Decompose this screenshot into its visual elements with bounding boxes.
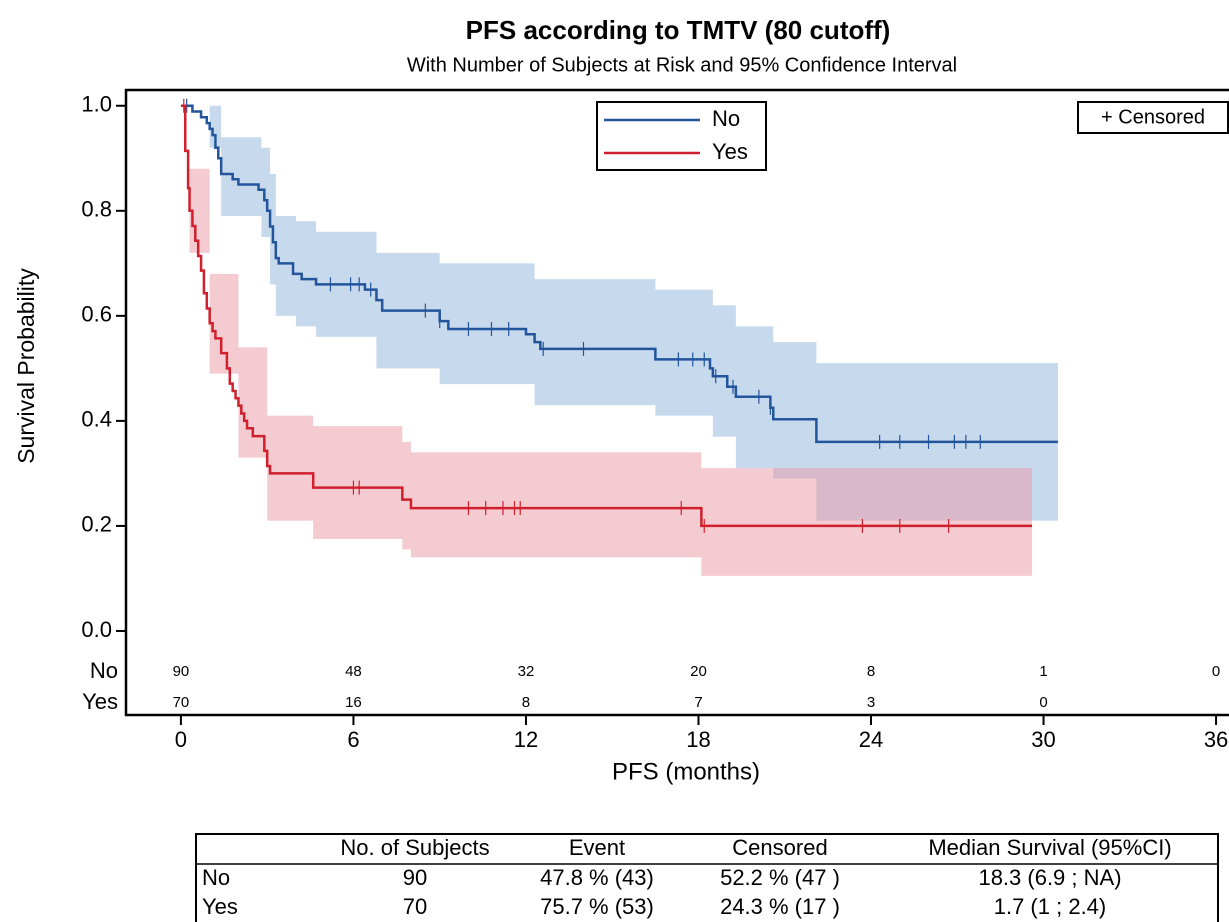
table-cell: 75.7 % (53) <box>540 894 654 919</box>
confidence-band <box>180 105 1033 576</box>
x-axis-label: PFS (months) <box>612 758 760 785</box>
table-cell: 90 <box>403 865 427 890</box>
x-tick-label: 12 <box>514 727 538 752</box>
table-cell: 18.3 (6.9 ; NA) <box>978 865 1121 890</box>
at-risk-count: 20 <box>690 663 707 680</box>
at-risk-count: 48 <box>345 663 362 680</box>
chart-title: PFS according to TMTV (80 cutoff) <box>466 15 891 45</box>
x-tick-label: 24 <box>859 727 883 752</box>
axis-frame <box>124 88 1229 717</box>
table-cell: No <box>202 865 230 890</box>
table-header: Median Survival (95%CI) <box>928 835 1171 860</box>
table-cell: 47.8 % (43) <box>540 865 654 890</box>
x-tick-label: 18 <box>686 727 710 752</box>
legend-label: No <box>712 106 740 131</box>
risk-group-label: Yes <box>82 689 118 714</box>
y-tick-label: 0.4 <box>81 407 112 432</box>
x-tick-label: 30 <box>1031 727 1055 752</box>
at-risk-count: 0 <box>1039 694 1047 711</box>
at-risk-count: 0 <box>1212 663 1220 680</box>
at-risk-count: 16 <box>345 694 362 711</box>
legend-label: Yes <box>712 139 748 164</box>
table-border <box>195 833 1219 922</box>
survival-curve <box>180 104 1033 528</box>
y-axis-label: Survival Probability <box>13 268 39 464</box>
censored-legend-box <box>1077 101 1229 134</box>
confidence-band <box>180 105 1058 521</box>
at-risk-count: 8 <box>522 694 530 711</box>
y-tick-label: 0.8 <box>81 197 112 222</box>
censored-legend: + Censored <box>1101 106 1205 128</box>
x-tick-label: 6 <box>347 727 359 752</box>
y-tick-label: 0.6 <box>81 302 112 327</box>
x-tick-label: 0 <box>175 727 187 752</box>
at-risk-count: 8 <box>867 663 875 680</box>
y-tick-label: 0.0 <box>81 617 112 642</box>
y-tick-label: 0.2 <box>81 512 112 537</box>
table-header: Censored <box>732 835 827 860</box>
table-cell: 70 <box>403 894 427 919</box>
legend: No Yes <box>604 106 748 164</box>
legend-box <box>596 101 767 171</box>
at-risk-count: 7 <box>694 694 702 711</box>
x-tick-label: 36 <box>1204 727 1228 752</box>
summary-table: No. of Subjects Event Censored Median Survi… <box>195 833 1219 922</box>
table-cell: Yes <box>202 894 238 919</box>
table-cell: 1.7 (1 ; 2.4) <box>994 894 1107 919</box>
at-risk-count: 3 <box>867 694 875 711</box>
at-risk-count: 70 <box>173 694 190 711</box>
table-header: No. of Subjects <box>340 835 489 860</box>
y-tick-label: 1.0 <box>81 92 112 117</box>
chart-subtitle: With Number of Subjects at Risk and 95% … <box>407 54 957 76</box>
table-cell: 24.3 % (17 ) <box>720 894 840 919</box>
table-cell: 52.2 % (47 ) <box>720 865 840 890</box>
table-header: Event <box>569 835 625 860</box>
at-risk-count: 32 <box>518 663 535 680</box>
at-risk-count: 90 <box>173 663 190 680</box>
risk-group-label: No <box>90 658 118 683</box>
survival-curve <box>180 104 1058 444</box>
at-risk-count: 1 <box>1039 663 1047 680</box>
